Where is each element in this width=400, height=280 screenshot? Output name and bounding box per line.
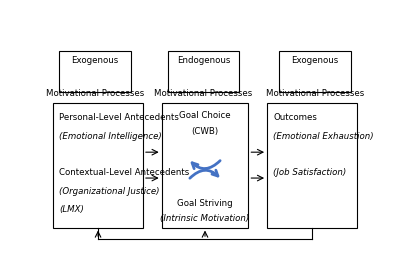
Text: Personal-Level Antecedents: Personal-Level Antecedents: [59, 113, 179, 122]
Text: (Emotional Exhaustion): (Emotional Exhaustion): [273, 132, 374, 141]
FancyBboxPatch shape: [168, 51, 239, 92]
Text: (Job Satisfaction): (Job Satisfaction): [273, 168, 346, 177]
Text: Exogenous: Exogenous: [71, 56, 118, 65]
Text: (Intrinsic Motivation): (Intrinsic Motivation): [160, 214, 250, 223]
Text: (CWB): (CWB): [192, 127, 218, 136]
FancyBboxPatch shape: [162, 102, 248, 228]
Text: Endogenous: Endogenous: [177, 56, 230, 65]
FancyBboxPatch shape: [53, 102, 143, 228]
Text: Goal Striving: Goal Striving: [177, 199, 233, 207]
Text: (Organizational Justice): (Organizational Justice): [59, 187, 160, 196]
Text: Goal Choice: Goal Choice: [179, 111, 231, 120]
Text: Exogenous: Exogenous: [292, 56, 339, 65]
FancyBboxPatch shape: [267, 102, 357, 228]
Text: Motivational Processes: Motivational Processes: [154, 88, 252, 97]
FancyBboxPatch shape: [279, 51, 351, 92]
FancyBboxPatch shape: [59, 51, 131, 92]
Text: (Emotional Intelligence): (Emotional Intelligence): [59, 132, 162, 141]
Text: Contextual-Level Antecedents: Contextual-Level Antecedents: [59, 168, 190, 177]
Text: Outcomes: Outcomes: [273, 113, 317, 122]
Text: Motivational Processes: Motivational Processes: [266, 88, 364, 97]
Text: Motivational Processes: Motivational Processes: [46, 88, 144, 97]
Text: (LMX): (LMX): [59, 205, 84, 214]
